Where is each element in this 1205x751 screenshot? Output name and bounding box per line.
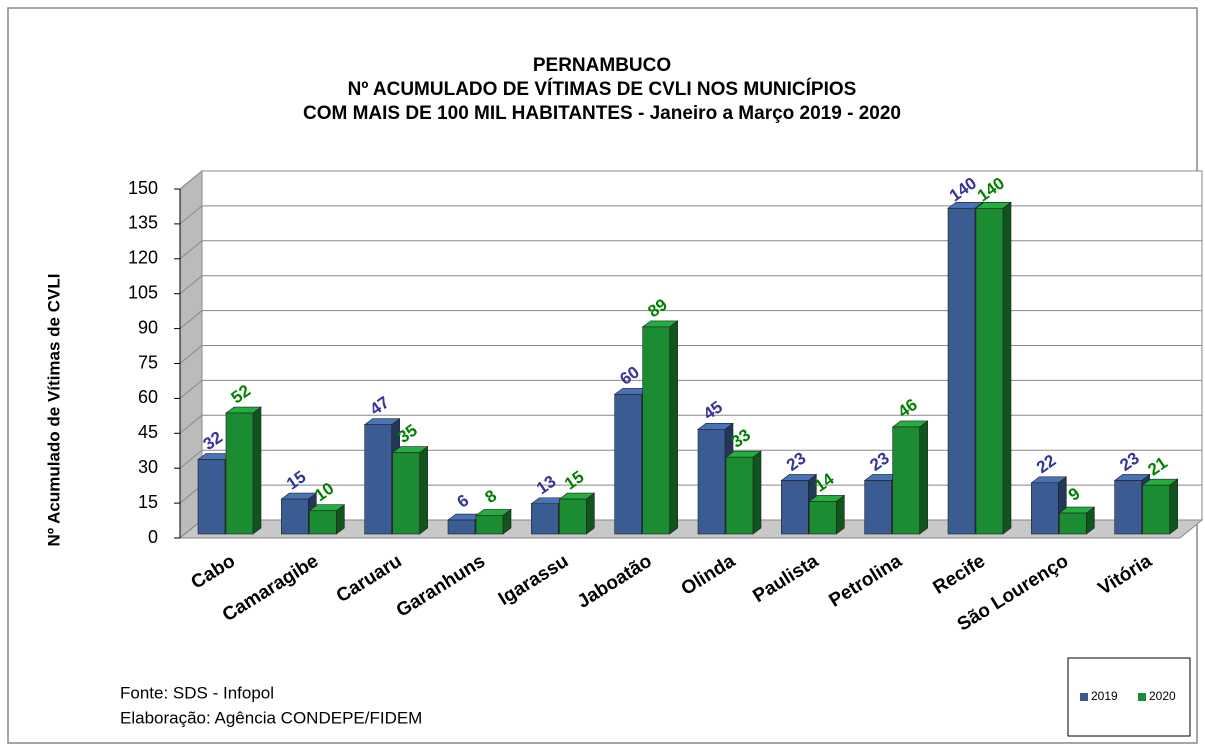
legend-box	[1067, 657, 1191, 737]
chart-title: PERNAMBUCO	[533, 55, 671, 76]
bar	[475, 515, 504, 535]
bar	[975, 207, 1004, 535]
bar	[1059, 512, 1087, 535]
chart-title: COM MAIS DE 100 MIL HABITANTES - Janeiro…	[303, 103, 901, 124]
legend-swatch	[1080, 693, 1088, 701]
grid-line	[179, 414, 203, 434]
grid-line	[179, 449, 203, 469]
bar	[559, 498, 587, 535]
bar-side	[1169, 478, 1178, 535]
bar	[892, 426, 920, 535]
bar	[281, 498, 309, 535]
bar-side	[752, 450, 762, 535]
source-note: Fonte: SDS - Infopol	[120, 683, 274, 702]
bar	[531, 503, 559, 535]
bar	[614, 394, 642, 535]
bar-side	[1002, 201, 1012, 535]
bar-side	[919, 420, 928, 535]
bar	[309, 510, 337, 535]
bar	[697, 428, 726, 535]
bar	[864, 480, 892, 535]
bar	[447, 519, 476, 535]
bar	[1031, 482, 1059, 535]
grid-line	[179, 345, 203, 364]
grid-line	[179, 310, 203, 329]
bar	[225, 412, 254, 535]
bar-side	[586, 492, 595, 535]
y-tick-label: 60	[138, 387, 158, 407]
y-tick-label: 0	[148, 527, 158, 547]
bar	[197, 459, 226, 535]
bar-side	[836, 494, 845, 535]
y-tick-label: 30	[138, 457, 158, 477]
legend-swatch	[1138, 693, 1146, 701]
bar	[947, 207, 976, 535]
grid-line	[179, 170, 203, 190]
y-tick-label: 90	[138, 317, 158, 337]
y-axis-label: Nº Acumulado de Vítimas de CVLI	[44, 274, 63, 547]
grid-line	[179, 240, 203, 260]
legend-label: 2019	[1091, 689, 1118, 703]
bar	[725, 456, 754, 535]
y-tick-label: 120	[128, 248, 158, 268]
legend-label: 2020	[1149, 689, 1176, 703]
bar	[809, 501, 837, 535]
y-tick-label: 75	[138, 352, 158, 372]
bar-side	[669, 320, 678, 535]
y-tick-label: 135	[128, 213, 158, 233]
bar	[364, 424, 392, 535]
bar	[642, 326, 670, 535]
grid-line	[179, 380, 203, 399]
bar-side	[252, 406, 262, 535]
bar	[392, 452, 420, 535]
y-tick-label: 150	[128, 178, 158, 198]
bar	[781, 480, 809, 535]
y-tick-label: 45	[138, 422, 158, 442]
chart-title: Nº ACUMULADO DE VÍTIMAS DE CVLI NOS MUNI…	[348, 78, 857, 100]
bar	[1142, 484, 1170, 535]
y-tick-label: 15	[138, 492, 158, 512]
grid-line	[179, 205, 203, 225]
source-note: Elaboração: Agência CONDEPE/FIDEM	[120, 708, 422, 727]
y-tick-label: 105	[128, 282, 158, 302]
grid-line	[179, 275, 203, 295]
bar-side	[419, 445, 428, 535]
bar	[1114, 480, 1142, 535]
